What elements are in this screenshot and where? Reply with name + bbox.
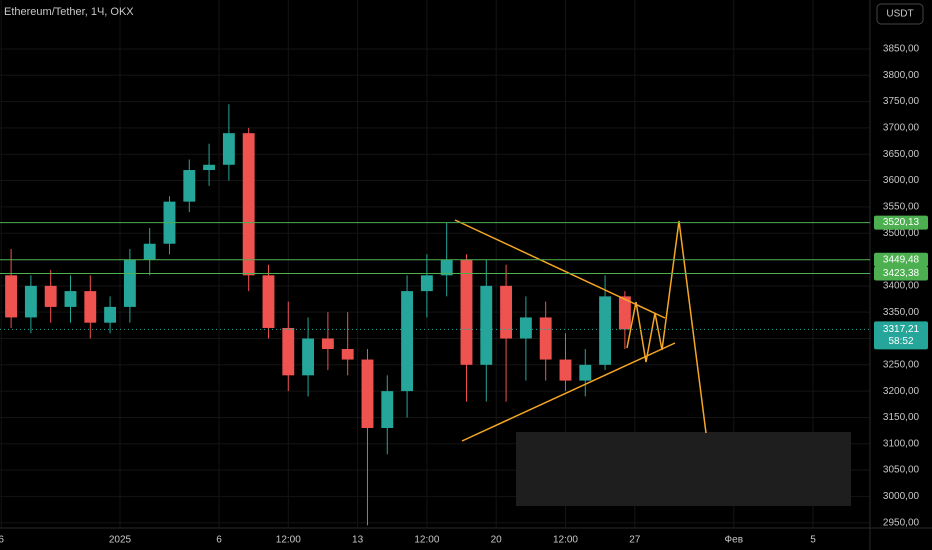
candle-body [222, 133, 235, 165]
currency-label[interactable]: USDT [886, 9, 913, 20]
y-tick-label: 3050,00 [883, 465, 920, 476]
y-tick-label: 3350,00 [883, 307, 920, 318]
level-tag [874, 266, 928, 281]
y-tick-label: 3850,00 [883, 44, 920, 55]
y-tick-label: 3100,00 [883, 438, 920, 449]
y-tick-label: 3750,00 [883, 96, 920, 107]
countdown-label: 58:52 [888, 336, 913, 347]
candle-body [104, 306, 117, 323]
candle-body [143, 243, 156, 260]
candle-body [440, 259, 453, 276]
y-tick-label: 3650,00 [883, 149, 920, 160]
y-tick-label: 3000,00 [883, 491, 920, 502]
candle-body [203, 164, 216, 171]
x-tick-label: 12:00 [553, 535, 578, 546]
candle-body [599, 296, 612, 365]
candle-body [500, 285, 513, 339]
candle-body [242, 133, 255, 276]
candle-body [480, 285, 493, 365]
candle-body [24, 285, 37, 318]
y-tick-label: 3800,00 [883, 70, 920, 81]
last-price-tag [874, 321, 928, 350]
candle-body [341, 349, 354, 360]
y-tick-label: 3550,00 [883, 202, 920, 213]
candle-body [361, 359, 374, 428]
y-tick-label: 3500,00 [883, 228, 920, 239]
x-tick-label: 27 [629, 535, 641, 546]
x-tick-label: 6 [216, 535, 222, 546]
candle-body [84, 291, 97, 323]
y-tick-label: 3250,00 [883, 359, 920, 370]
candle-body [302, 338, 315, 376]
x-tick-label: 5 [810, 535, 816, 546]
candle-body [579, 364, 592, 381]
y-tick-label: 3600,00 [883, 175, 920, 186]
candle-body [123, 259, 136, 307]
y-tick-label: 3200,00 [883, 386, 920, 397]
candle-body [321, 338, 334, 350]
drawings [454, 219, 707, 442]
level-tag [874, 252, 928, 267]
x-tick-label: Фев [725, 535, 743, 546]
y-tick-label: 2950,00 [883, 517, 920, 528]
candle-body [519, 317, 532, 339]
last-price-label: 3317,21 [883, 324, 920, 335]
y-tick-label: 3400,00 [883, 280, 920, 291]
candle-body [64, 291, 77, 307]
candle-body [618, 296, 631, 330]
level-label: 3520,13 [883, 217, 920, 228]
candle-body [401, 291, 414, 392]
candle-body [282, 327, 295, 376]
target-zone [516, 432, 851, 506]
x-tick-label: 6 [0, 535, 4, 546]
currency-button[interactable] [876, 3, 924, 25]
candle-body [381, 391, 394, 428]
y-tick-label: 3700,00 [883, 123, 920, 134]
level-label: 3423,38 [883, 268, 920, 279]
candle-body [559, 359, 572, 381]
axes: 2950,00 3000,00 3050,00 3100,00 3150,00 3200,… [0, 44, 928, 546]
y-tick-label: 3150,00 [883, 412, 920, 423]
triangle-lower [461, 342, 676, 442]
x-tick-label: 12:00 [276, 535, 301, 546]
x-tick-label: 12:00 [414, 535, 439, 546]
projection-path [626, 220, 707, 434]
symbol-title: Ethereum/Tether, 1Ч, OKX [4, 6, 134, 18]
level-label: 3449,48 [883, 254, 920, 265]
x-tick-label: 20 [491, 535, 503, 546]
candle-body [262, 275, 275, 328]
candle-body [183, 170, 196, 202]
candle-body [539, 317, 552, 360]
x-tick-label: 2025 [109, 535, 132, 546]
candle-body [420, 275, 433, 292]
x-tick-label: 13 [352, 535, 364, 546]
candle-body [460, 259, 473, 365]
triangle-upper [454, 219, 666, 319]
candle-body [44, 285, 57, 307]
level-tag [874, 215, 928, 230]
candle-body [5, 275, 18, 318]
